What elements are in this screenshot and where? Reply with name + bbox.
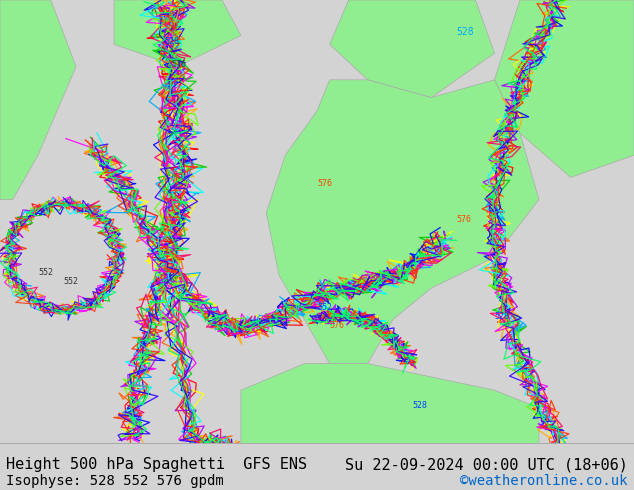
Text: 576: 576 — [330, 321, 345, 330]
Text: 528: 528 — [165, 37, 180, 47]
Text: ©weatheronline.co.uk: ©weatheronline.co.uk — [460, 474, 628, 488]
Text: Isophyse: 528 552 576 gpdm: Isophyse: 528 552 576 gpdm — [6, 474, 224, 488]
Text: 552: 552 — [317, 303, 332, 313]
Polygon shape — [114, 0, 241, 67]
Text: Height 500 hPa Spaghetti  GFS ENS: Height 500 hPa Spaghetti GFS ENS — [6, 458, 307, 472]
Text: 576: 576 — [456, 215, 472, 224]
Text: Su 22-09-2024 00:00 UTC (18+06): Su 22-09-2024 00:00 UTC (18+06) — [345, 458, 628, 472]
Text: 576: 576 — [158, 15, 174, 24]
Text: 528: 528 — [412, 401, 427, 410]
Text: 576: 576 — [317, 179, 332, 188]
Polygon shape — [0, 0, 76, 199]
Text: 576: 576 — [171, 59, 186, 69]
Polygon shape — [495, 0, 634, 177]
Text: 552: 552 — [38, 268, 53, 277]
Text: 528: 528 — [495, 312, 510, 321]
Text: 552: 552 — [63, 277, 79, 286]
Text: 528: 528 — [456, 27, 474, 37]
Polygon shape — [266, 80, 539, 364]
Polygon shape — [241, 364, 539, 443]
Polygon shape — [330, 0, 495, 98]
